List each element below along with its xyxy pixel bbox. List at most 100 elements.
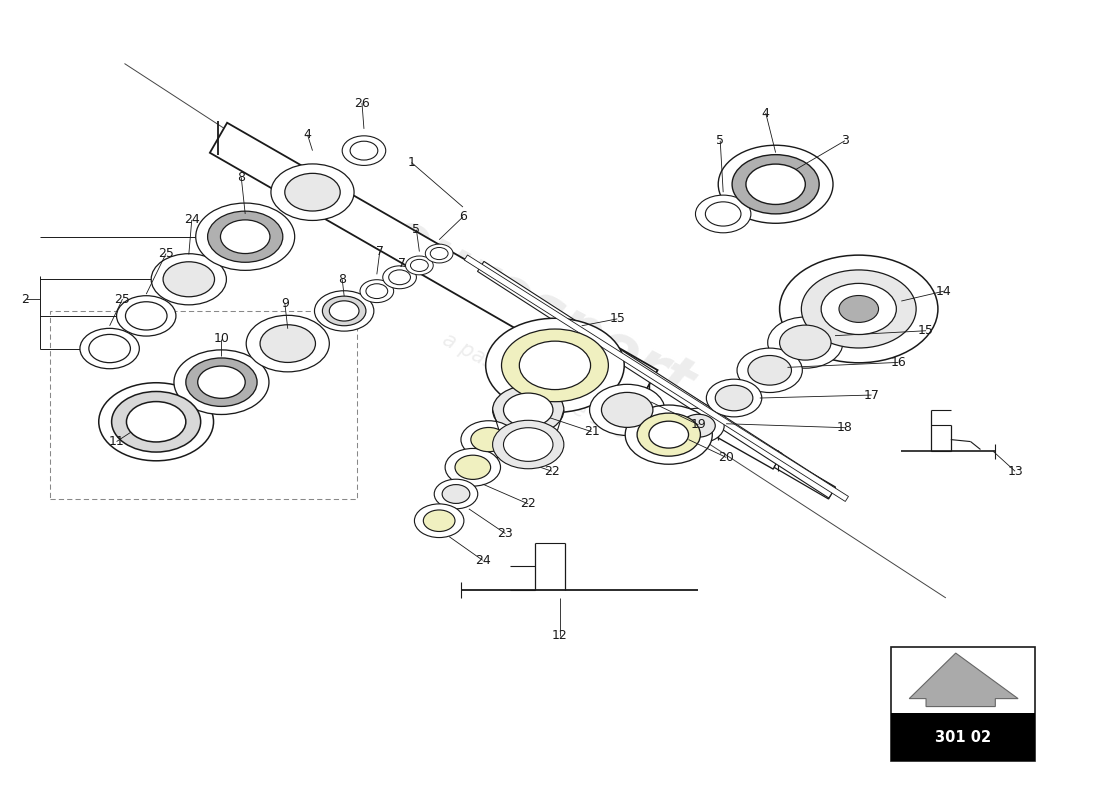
Ellipse shape [821,283,896,334]
Ellipse shape [350,142,377,160]
Text: eurosport: eurosport [377,206,703,417]
Text: 4: 4 [762,106,770,119]
Text: 19: 19 [691,418,706,431]
Text: 25: 25 [158,247,174,260]
Bar [51,311,358,499]
Text: 6: 6 [459,210,466,223]
Ellipse shape [198,366,245,398]
Text: 1: 1 [407,156,416,169]
Ellipse shape [748,355,792,385]
Ellipse shape [426,244,453,263]
Text: 18: 18 [837,422,852,434]
Text: 21: 21 [584,425,600,438]
Text: 5: 5 [716,134,724,147]
Ellipse shape [471,427,506,452]
Ellipse shape [682,414,715,437]
Text: 22: 22 [520,498,536,510]
Ellipse shape [99,382,213,461]
Text: 14: 14 [936,285,952,298]
Ellipse shape [125,302,167,330]
Ellipse shape [388,270,410,285]
Ellipse shape [802,270,916,348]
Ellipse shape [442,485,470,503]
Ellipse shape [733,154,820,214]
Ellipse shape [246,315,329,372]
Ellipse shape [673,408,724,443]
Ellipse shape [504,393,553,426]
Ellipse shape [746,164,805,205]
Ellipse shape [715,386,752,411]
Text: 2: 2 [22,293,30,306]
Polygon shape [774,455,836,499]
Ellipse shape [493,386,564,434]
Ellipse shape [196,203,295,270]
Polygon shape [210,122,658,400]
Ellipse shape [434,479,477,509]
Ellipse shape [80,328,140,369]
Ellipse shape [502,329,608,402]
Text: 20: 20 [718,451,734,464]
Text: 23: 23 [497,527,514,540]
Ellipse shape [637,413,701,456]
Ellipse shape [329,301,359,321]
Ellipse shape [718,146,833,223]
Ellipse shape [649,421,689,448]
Text: 22: 22 [544,465,560,478]
Text: 11: 11 [109,435,124,448]
Ellipse shape [446,449,501,486]
Ellipse shape [455,455,491,479]
Ellipse shape [625,405,713,464]
Ellipse shape [111,391,200,452]
Ellipse shape [260,325,316,362]
Ellipse shape [430,247,448,259]
Bar [891,714,1035,761]
Ellipse shape [322,296,366,326]
Ellipse shape [117,296,176,336]
Ellipse shape [780,255,938,362]
Polygon shape [477,262,835,498]
Ellipse shape [602,393,653,427]
Ellipse shape [360,280,394,302]
Ellipse shape [415,504,464,538]
Ellipse shape [493,420,564,469]
Text: 7: 7 [376,245,384,258]
Text: 17: 17 [864,389,880,402]
Ellipse shape [271,164,354,221]
Ellipse shape [590,384,664,435]
Ellipse shape [383,266,417,289]
Text: 12: 12 [552,629,568,642]
Ellipse shape [486,318,624,413]
Text: 10: 10 [213,332,230,345]
Polygon shape [464,255,848,502]
Ellipse shape [151,254,227,305]
Ellipse shape [706,379,762,417]
Ellipse shape [424,510,455,531]
Text: 15: 15 [609,312,625,326]
Ellipse shape [410,259,428,271]
Polygon shape [642,374,725,438]
Ellipse shape [285,174,340,211]
Ellipse shape [705,202,741,226]
Text: a passion since 1985: a passion since 1985 [439,330,641,450]
Text: 8: 8 [238,171,245,184]
Text: 26: 26 [354,97,370,110]
Ellipse shape [342,136,386,166]
Text: 24: 24 [475,554,491,567]
Ellipse shape [186,358,257,406]
Text: 25: 25 [114,293,131,306]
Ellipse shape [220,220,270,254]
Text: 301 02: 301 02 [935,730,991,745]
Polygon shape [714,420,782,469]
Ellipse shape [126,402,186,442]
Text: 7: 7 [397,257,406,270]
Text: 15: 15 [918,324,934,338]
FancyBboxPatch shape [891,647,1035,761]
Text: 3: 3 [842,134,849,147]
Ellipse shape [768,317,843,368]
Ellipse shape [737,348,802,393]
Ellipse shape [366,284,387,298]
Polygon shape [910,653,1019,706]
Ellipse shape [406,256,433,275]
Ellipse shape [174,350,270,414]
Ellipse shape [163,262,214,297]
